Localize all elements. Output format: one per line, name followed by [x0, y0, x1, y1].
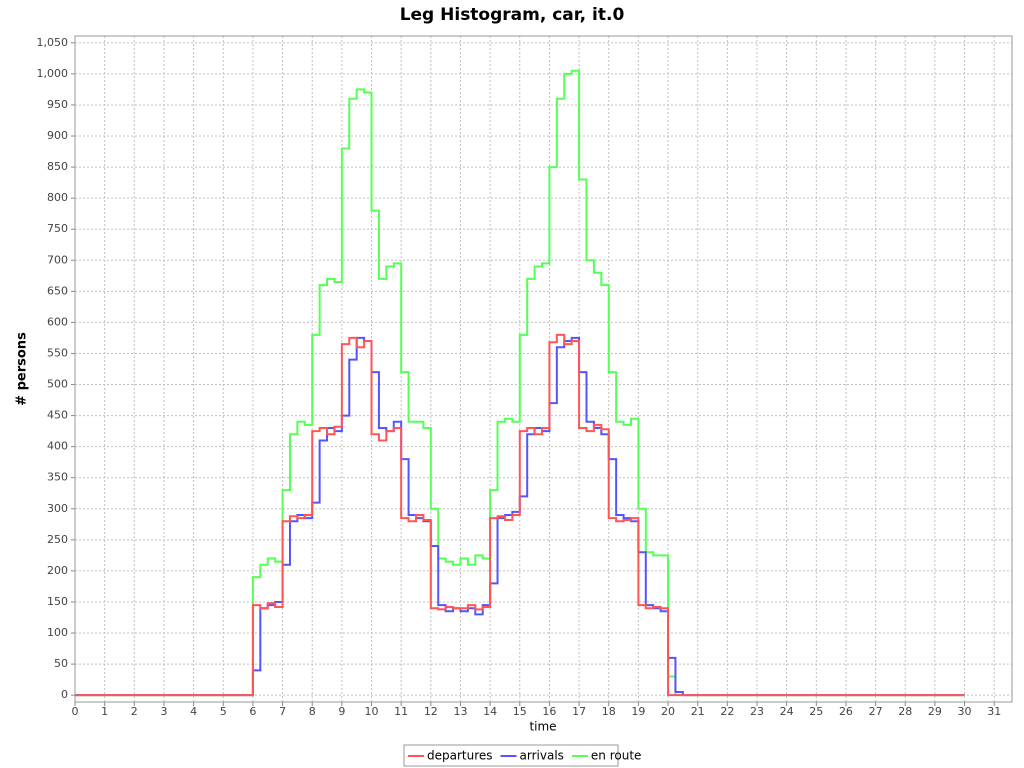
y-tick-label: 900: [47, 129, 68, 142]
y-tick-label: 300: [47, 502, 68, 515]
x-tick-label: 3: [160, 705, 167, 718]
x-tick-label: 24: [780, 705, 794, 718]
series-line: [75, 69, 965, 697]
x-tick-label: 12: [424, 705, 438, 718]
y-tick-label: 1,050: [37, 36, 69, 49]
x-tick-label: 6: [249, 705, 256, 718]
plot-border: [74, 35, 1013, 703]
y-tick-label: 150: [47, 595, 68, 608]
x-axis-label: time: [529, 720, 556, 734]
x-tick-label: 8: [309, 705, 316, 718]
x-tick-label: 10: [365, 705, 379, 718]
y-tick-label: 800: [47, 191, 68, 204]
y-tick-label: 350: [47, 471, 68, 484]
x-tick-label: 31: [987, 705, 1001, 718]
chart-title: Leg Histogram, car, it.0: [400, 5, 625, 25]
x-tick-label: 2: [131, 705, 138, 718]
y-tick-label: 750: [47, 222, 68, 235]
y-tick-label: 600: [47, 315, 68, 328]
y-tick-label: 550: [47, 346, 68, 359]
x-tick-label: 22: [720, 705, 734, 718]
y-tick-label: 400: [47, 440, 68, 453]
legend-label: departures: [427, 749, 493, 763]
y-tick-label: 0: [61, 688, 68, 701]
y-tick-label: 200: [47, 564, 68, 577]
x-tick-label: 26: [839, 705, 853, 718]
x-tick-label: 18: [602, 705, 616, 718]
x-tick-label: 25: [809, 705, 823, 718]
y-tick-label: 450: [47, 409, 68, 422]
x-tick-label: 17: [572, 705, 586, 718]
y-tick-label: 500: [47, 378, 68, 391]
y-tick-label: 950: [47, 98, 68, 111]
x-tick-label: 15: [513, 705, 527, 718]
x-tick-label: 16: [542, 705, 556, 718]
x-tick-label: 28: [898, 705, 912, 718]
x-tick-label: 11: [394, 705, 408, 718]
x-tick-label: 30: [958, 705, 972, 718]
x-tick-label: 19: [631, 705, 645, 718]
x-tick-label: 0: [72, 705, 79, 718]
x-tick-label: 1: [101, 705, 108, 718]
y-tick-label: 50: [54, 657, 68, 670]
x-tick-label: 21: [691, 705, 705, 718]
legend-label: arrivals: [520, 749, 564, 763]
y-tick-label: 650: [47, 284, 68, 297]
y-tick-label: 850: [47, 160, 68, 173]
y-tick-label: 1,000: [37, 67, 69, 80]
y-tick-label: 100: [47, 626, 68, 639]
x-tick-label: 23: [750, 705, 764, 718]
legend-label: en route: [591, 749, 642, 763]
x-tick-label: 29: [928, 705, 942, 718]
x-tick-label: 20: [661, 705, 675, 718]
x-tick-label: 7: [279, 705, 286, 718]
x-tick-label: 9: [338, 705, 345, 718]
y-tick-label: 700: [47, 253, 68, 266]
x-tick-label: 13: [453, 705, 467, 718]
series-line: [75, 336, 965, 697]
x-tick-label: 27: [869, 705, 883, 718]
y-axis-label: # persons: [15, 332, 30, 406]
x-tick-label: 14: [483, 705, 497, 718]
y-tick-label: 250: [47, 533, 68, 546]
series-line: [75, 333, 965, 697]
x-tick-label: 4: [190, 705, 197, 718]
x-tick-label: 5: [220, 705, 227, 718]
